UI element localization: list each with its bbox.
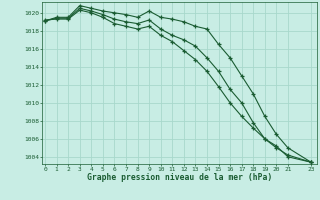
X-axis label: Graphe pression niveau de la mer (hPa): Graphe pression niveau de la mer (hPa) [87, 173, 272, 182]
